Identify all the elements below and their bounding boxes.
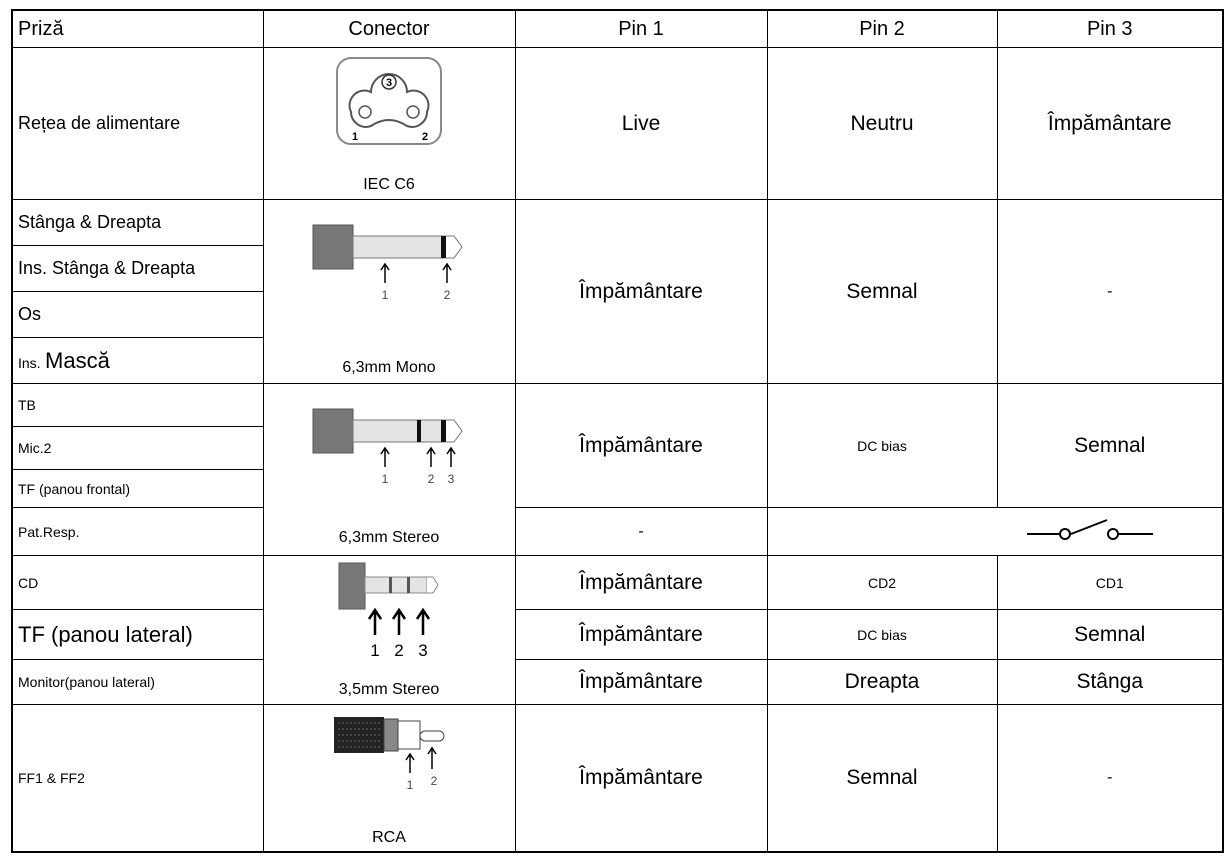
pin: Împământare bbox=[514, 383, 768, 508]
header-cell: Pin 1 bbox=[514, 9, 768, 48]
connector: 1 2 3 3,5mm Stereo bbox=[262, 555, 516, 705]
row: TF (panou lateral) Împământare DC bias S… bbox=[11, 609, 1224, 660]
socket: TF (panou lateral) bbox=[11, 609, 264, 660]
pin: Neutru bbox=[766, 47, 998, 200]
row: TB 1 2 3 6,3mm Stereo Împământare DC bia… bbox=[11, 383, 1224, 556]
pin-label: 1 bbox=[352, 131, 358, 143]
header-cell: Priză bbox=[11, 9, 264, 48]
pin: Împământare bbox=[514, 555, 768, 610]
connector-caption: RCA bbox=[372, 828, 406, 846]
pin: Semnal bbox=[766, 199, 998, 384]
socket: FF1 & FF2 bbox=[11, 704, 264, 852]
pin-label: 2 bbox=[431, 774, 438, 788]
pin-label: 2 bbox=[394, 641, 403, 660]
connector-caption: 6,3mm Stereo bbox=[338, 528, 440, 546]
pin: Live bbox=[514, 47, 768, 200]
socket: Monitor(panou lateral) bbox=[11, 659, 264, 705]
socket: Os bbox=[11, 291, 264, 338]
connector: 1 2 6,3mm Mono bbox=[262, 199, 516, 384]
pin: Semnal bbox=[766, 704, 998, 852]
socket-prefix: Ins. bbox=[18, 354, 41, 371]
iec-icon: 3 1 2 bbox=[336, 56, 442, 145]
pin-label: 1 bbox=[407, 778, 414, 792]
pin: - bbox=[514, 507, 768, 556]
mono-jack-icon: 1 2 bbox=[312, 224, 463, 302]
row: Ins. Mască bbox=[11, 337, 1223, 384]
row: Stânga & Dreapta 1 2 6,3mm Mono Împământ… bbox=[11, 199, 1224, 384]
pin: Stânga bbox=[996, 659, 1224, 705]
header-cell: Conector bbox=[262, 9, 516, 48]
pin: DC bias bbox=[766, 383, 998, 508]
row: Monitor(panou lateral) Împământare Dreap… bbox=[11, 659, 1224, 705]
rca-icon: 1 2 bbox=[334, 716, 445, 792]
switch-cell bbox=[766, 507, 1224, 556]
pin: Împământare bbox=[514, 199, 768, 384]
socket: Ins. Stânga & Dreapta bbox=[11, 245, 264, 292]
pin: - bbox=[996, 199, 1224, 384]
pin-label: 2 bbox=[428, 472, 435, 486]
socket: Stânga & Dreapta bbox=[11, 199, 264, 246]
pin-label: 2 bbox=[444, 288, 451, 302]
pin: CD2 bbox=[766, 555, 998, 610]
pin: DC bias bbox=[766, 609, 998, 660]
pin-label: 1 bbox=[370, 641, 379, 660]
switch-symbol bbox=[1026, 519, 1153, 540]
pin: - bbox=[996, 704, 1224, 852]
socket: Ins. Mască bbox=[11, 337, 264, 384]
row: CD 1 2 3 3,5mm Stereo Împământare CD2 CD… bbox=[11, 555, 1224, 705]
socket: CD bbox=[11, 555, 264, 610]
row: TF (panou frontal) bbox=[11, 469, 1223, 508]
connector: 1 2 RCA bbox=[262, 704, 516, 852]
header-cell: Pin 2 bbox=[766, 9, 998, 48]
pin-label: 3 bbox=[448, 472, 455, 486]
header-cell: Pin 3 bbox=[996, 9, 1224, 48]
row: FF1 & FF2 1 2 RCA Împământare Semnal - bbox=[11, 704, 1224, 852]
socket: Pat.Resp. bbox=[11, 507, 264, 556]
connector-caption: 6,3mm Mono bbox=[342, 358, 436, 376]
mini-jack-icon: 1 2 3 bbox=[338, 562, 439, 660]
pin-label: 1 bbox=[382, 288, 389, 302]
header-row: Priză Conector Pin 1 Pin 2 Pin 3 bbox=[11, 9, 1224, 48]
pin-table: Priză Conector Pin 1 Pin 2 Pin 3 Rețea d… bbox=[11, 9, 1224, 853]
pin: Dreapta bbox=[766, 659, 998, 705]
connector-caption: IEC C6 bbox=[363, 175, 415, 193]
socket: Rețea de alimentare bbox=[11, 47, 264, 200]
pin-label: 1 bbox=[382, 472, 389, 486]
pin: Împământare bbox=[996, 47, 1224, 200]
socket-main: Mască bbox=[45, 347, 110, 373]
pin: CD1 bbox=[996, 555, 1224, 610]
socket: TF (panou frontal) bbox=[11, 469, 264, 508]
pin-label: 3 bbox=[418, 641, 427, 660]
row: Pat.Resp. - bbox=[11, 507, 1224, 556]
pin-label: 2 bbox=[422, 131, 428, 143]
pin: Semnal bbox=[996, 609, 1224, 660]
stereo-jack-icon: 1 2 3 bbox=[312, 408, 463, 486]
pin: Semnal bbox=[996, 383, 1224, 508]
row: Rețea de alimentare 3 1 2 IEC C6 Live Ne… bbox=[11, 47, 1224, 200]
row: Ins. Stânga & Dreapta bbox=[11, 245, 1223, 292]
pin: Împământare bbox=[514, 659, 768, 705]
socket: TB bbox=[11, 383, 264, 427]
pin-label: 3 bbox=[386, 77, 392, 89]
connector-caption: 3,5mm Stereo bbox=[338, 681, 440, 698]
pin: Împământare bbox=[514, 609, 768, 660]
connector: 1 2 3 6,3mm Stereo bbox=[262, 383, 516, 556]
connector: 3 1 2 IEC C6 bbox=[262, 47, 516, 200]
socket: Mic.2 bbox=[11, 426, 264, 470]
pin: Împământare bbox=[514, 704, 768, 852]
